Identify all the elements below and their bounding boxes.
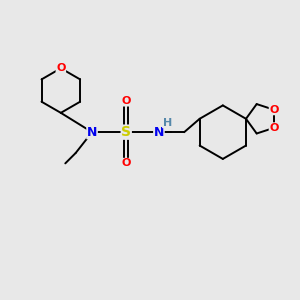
Text: S: S <box>121 125 131 139</box>
Text: O: O <box>269 105 279 115</box>
Text: O: O <box>56 63 65 73</box>
Text: O: O <box>269 123 279 133</box>
Text: N: N <box>154 126 164 139</box>
Text: O: O <box>122 158 131 168</box>
Text: H: H <box>163 118 172 128</box>
Text: N: N <box>87 126 97 139</box>
Text: O: O <box>122 96 131 106</box>
